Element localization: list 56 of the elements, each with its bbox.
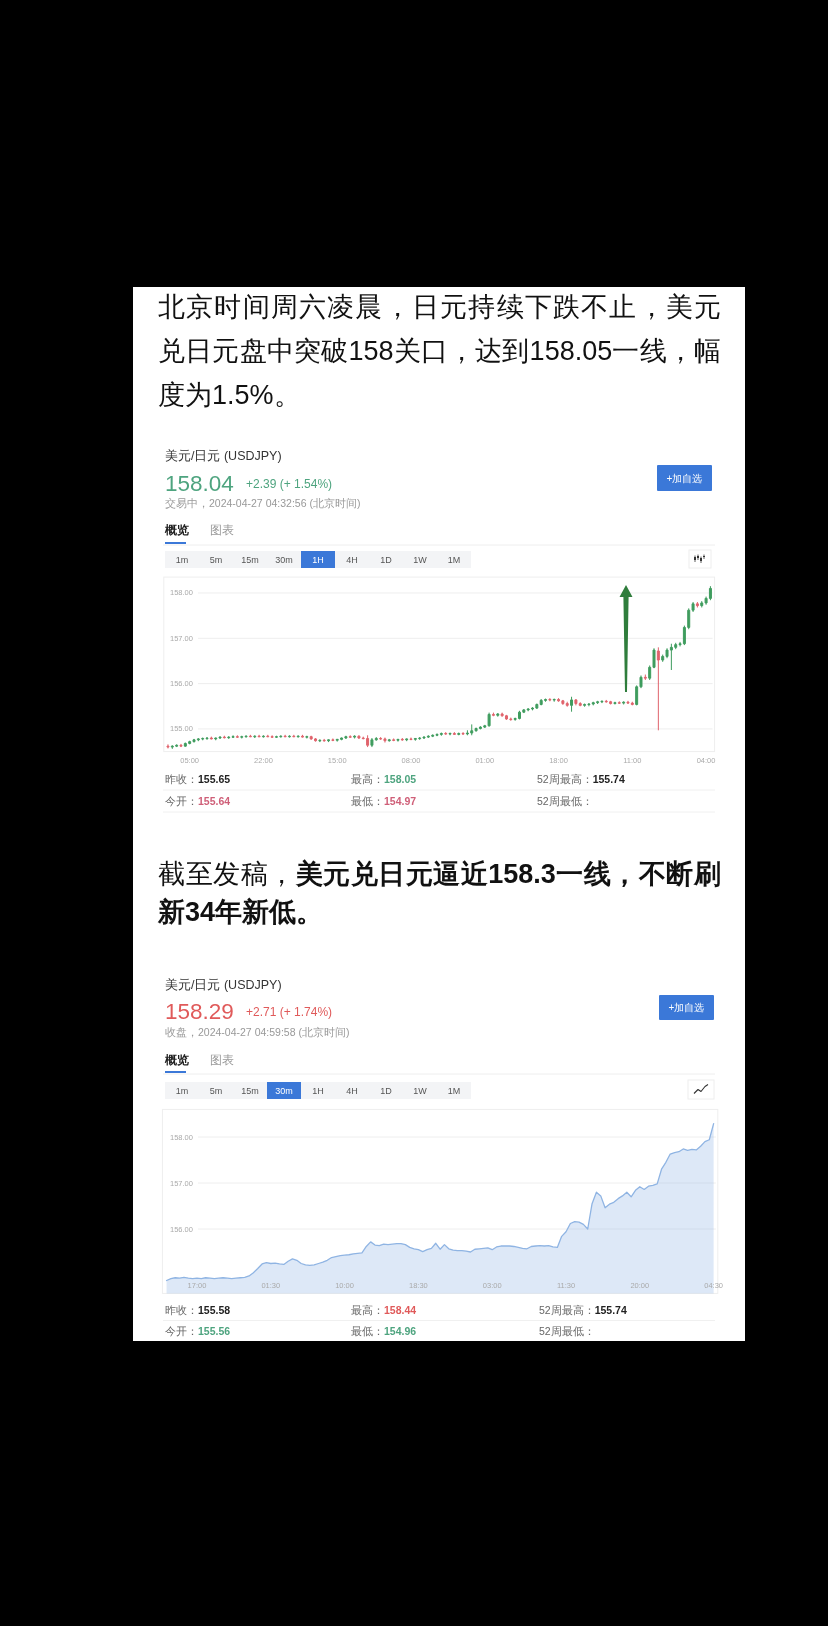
- text: 52周最低：: [539, 1324, 595, 1337]
- text: +2.39 (+ 1.54%): [246, 477, 333, 491]
- text: 概览: [164, 523, 189, 537]
- text: 1D: [380, 554, 393, 565]
- text: 1M: [447, 1085, 461, 1096]
- text: 155.56: [198, 1324, 231, 1337]
- chart-title: 美元/日元 (USDJPY): [165, 977, 282, 992]
- text: 1m: [175, 554, 189, 565]
- text: 1m: [175, 1085, 189, 1096]
- text: 155.64: [198, 795, 231, 807]
- text: 最高：: [351, 1303, 384, 1316]
- text: 北京时间周六凌晨，日元持续下跌不止，美元兑日元盘中突破158关口，达到158.05一线，幅度为1.5%。: [158, 292, 721, 410]
- text: 30m: [275, 554, 293, 565]
- text: 图表: [210, 523, 234, 537]
- button: +加自选: [657, 465, 712, 491]
- text: 最低：: [351, 1324, 384, 1337]
- text: 52周最高：: [537, 773, 593, 785]
- text: 52周最高：: [539, 1303, 595, 1316]
- text: 1W: [413, 554, 428, 565]
- text: 1M: [447, 554, 461, 565]
- text: 4H: [346, 1085, 358, 1096]
- text: 158.44: [384, 1303, 417, 1316]
- text: 158.29: [165, 998, 234, 1024]
- text: 今开：: [165, 795, 198, 807]
- text: 收盘，2024-04-27 04:59:58 (北京时间): [165, 1026, 350, 1038]
- text: 15m: [241, 554, 259, 565]
- text: 15m: [241, 1085, 259, 1096]
- text: 昨收：: [165, 773, 198, 785]
- text: 154.97: [384, 795, 417, 807]
- text: 5m: [209, 1085, 223, 1096]
- text: 最高：: [351, 773, 384, 785]
- text: 概览: [164, 1053, 189, 1067]
- text: 今开：: [165, 1324, 198, 1337]
- chart-title: 美元/日元 (USDJPY): [165, 448, 282, 463]
- text: 昨收：: [165, 1303, 198, 1316]
- button: +加自选: [659, 995, 714, 1020]
- text: 155.74: [592, 773, 625, 785]
- text: 交易中，2024-04-27 04:32:56 (北京时间): [165, 497, 361, 509]
- text: 1W: [413, 1085, 428, 1096]
- text: 155.74: [594, 1303, 627, 1316]
- text: 最低：: [351, 795, 384, 807]
- text: 1H: [312, 554, 324, 565]
- text: 图表: [210, 1053, 234, 1067]
- text: 5m: [209, 554, 223, 565]
- text: 158.04: [165, 470, 234, 496]
- text: 154.96: [384, 1324, 417, 1337]
- text: 158.05: [384, 773, 417, 785]
- text: 1D: [380, 1085, 393, 1096]
- text: 4H: [346, 554, 358, 565]
- text: 30m: [275, 1085, 293, 1096]
- text: 52周最低：: [537, 795, 593, 807]
- text: 截至发稿，: [158, 859, 296, 889]
- text: +2.71 (+ 1.74%): [246, 1005, 333, 1019]
- text: 155.58: [198, 1303, 231, 1316]
- text: 155.65: [198, 773, 231, 785]
- text: 1H: [312, 1085, 324, 1096]
